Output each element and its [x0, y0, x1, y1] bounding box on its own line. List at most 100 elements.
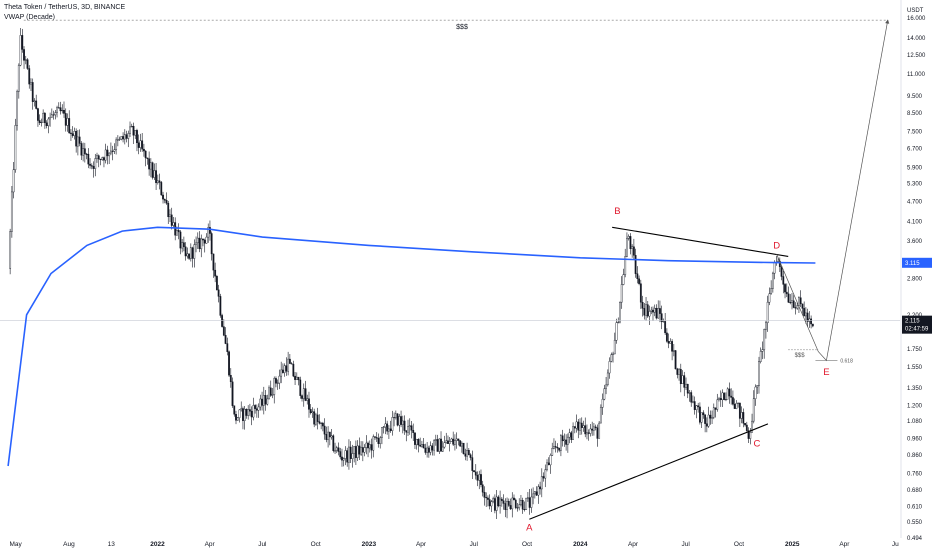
- candle-body: [217, 289, 220, 297]
- candle-body: [587, 432, 590, 434]
- time-tick-label: Apr: [839, 541, 850, 548]
- candle-body: [38, 120, 41, 123]
- candle-body: [513, 497, 515, 501]
- price-tick-label: 4.700: [907, 199, 923, 205]
- candle-body: [586, 432, 588, 435]
- candle-body: [335, 447, 338, 451]
- candle-body: [295, 376, 298, 380]
- point-label-b: B: [614, 206, 620, 217]
- candle-body: [610, 354, 613, 362]
- candle-body: [412, 430, 415, 433]
- candle-body: [532, 493, 535, 498]
- candle-body: [249, 409, 251, 412]
- candle-body: [699, 406, 701, 423]
- candle-body: [139, 140, 142, 148]
- candle-body: [125, 134, 128, 139]
- candle-body: [466, 450, 468, 457]
- candle-body: [638, 278, 640, 284]
- candle-body: [646, 304, 649, 317]
- candle-body: [28, 68, 31, 85]
- price-tick-label: 11.000: [907, 72, 926, 78]
- candle-body: [195, 242, 197, 245]
- candle-body: [315, 414, 317, 425]
- candle-body: [351, 453, 354, 459]
- candle-body: [624, 256, 627, 275]
- candle-body: [542, 476, 545, 479]
- candle-body: [692, 401, 694, 403]
- candle-body: [209, 227, 211, 234]
- axis-badges: 3.115 2.115 02:47:59: [902, 257, 932, 334]
- candle-body: [445, 440, 448, 443]
- candle-body: [594, 426, 597, 428]
- candle-body: [379, 437, 382, 444]
- time-axis[interactable]: May Aug 13 2022 Apr Jul Oct 2023 Apr Jul Oct 2024 Ap…: [9, 541, 899, 548]
- candle-body: [452, 438, 455, 445]
- price-tick-label: 7.500: [907, 129, 923, 135]
- candle-body: [606, 372, 609, 386]
- candle-body: [473, 470, 475, 473]
- candle-body: [73, 131, 76, 136]
- candle-body: [68, 118, 71, 134]
- candle-body: [229, 375, 232, 383]
- vwap-line: [7, 226, 816, 467]
- candle-body: [645, 304, 647, 316]
- candle-body: [784, 284, 786, 293]
- price-axis[interactable]: USDT 16.000 14.000 12.500 11.000 9.500 8.500 7.…: [900, 0, 926, 542]
- candle-body: [368, 444, 371, 449]
- candle-body: [738, 402, 741, 419]
- candle-body: [438, 438, 441, 452]
- candle-body: [30, 82, 32, 85]
- price-tick-label: 3.600: [907, 239, 923, 245]
- candle-body: [71, 133, 74, 136]
- candle-body: [573, 426, 576, 429]
- candle-body: [716, 399, 719, 410]
- candle-body: [17, 65, 20, 92]
- candle-body: [733, 403, 736, 409]
- candle-body: [681, 375, 684, 385]
- candle-body: [525, 497, 528, 510]
- candle-body: [205, 236, 208, 244]
- candle-body: [728, 388, 731, 397]
- liquidity-label: $$$: [795, 353, 806, 359]
- candle-body: [403, 420, 406, 431]
- candle-body: [153, 170, 156, 178]
- candle-body: [469, 454, 472, 458]
- candle-body: [794, 307, 797, 309]
- candle-body: [601, 398, 604, 408]
- candle-body: [516, 507, 519, 509]
- candle-body: [35, 100, 38, 109]
- price-tick-label: 1.550: [907, 365, 923, 371]
- candle-body: [40, 122, 43, 124]
- candle-body: [210, 233, 213, 255]
- candle-body: [269, 387, 272, 396]
- candle-body: [634, 255, 637, 274]
- candle-body: [655, 307, 658, 319]
- candle-body: [641, 302, 644, 309]
- candle-body: [539, 486, 541, 490]
- price-tick-label: 1.750: [907, 347, 923, 353]
- candle-body: [718, 398, 720, 401]
- candle-body: [76, 136, 79, 147]
- candle-body: [737, 402, 740, 404]
- candle-body: [122, 136, 124, 140]
- candle-body: [328, 431, 331, 438]
- candle-body: [203, 239, 206, 244]
- candle-body: [563, 439, 566, 442]
- candle-body: [566, 436, 569, 445]
- candle-body: [547, 462, 550, 466]
- candle-body: [448, 441, 451, 444]
- indicator-title: VWAP (Decade): [4, 14, 55, 21]
- candle-body: [179, 231, 182, 249]
- candle-body: [553, 446, 555, 449]
- trendline-b-d: [612, 226, 789, 257]
- price-tick-label: 12.500: [907, 53, 926, 59]
- candle-body: [23, 49, 25, 61]
- candle-body: [212, 253, 215, 271]
- candle-body: [803, 308, 806, 317]
- candle-body: [683, 375, 686, 388]
- candle-body: [80, 143, 83, 156]
- candle-body: [441, 446, 444, 452]
- candle-body: [700, 412, 703, 423]
- candle-body: [747, 430, 750, 439]
